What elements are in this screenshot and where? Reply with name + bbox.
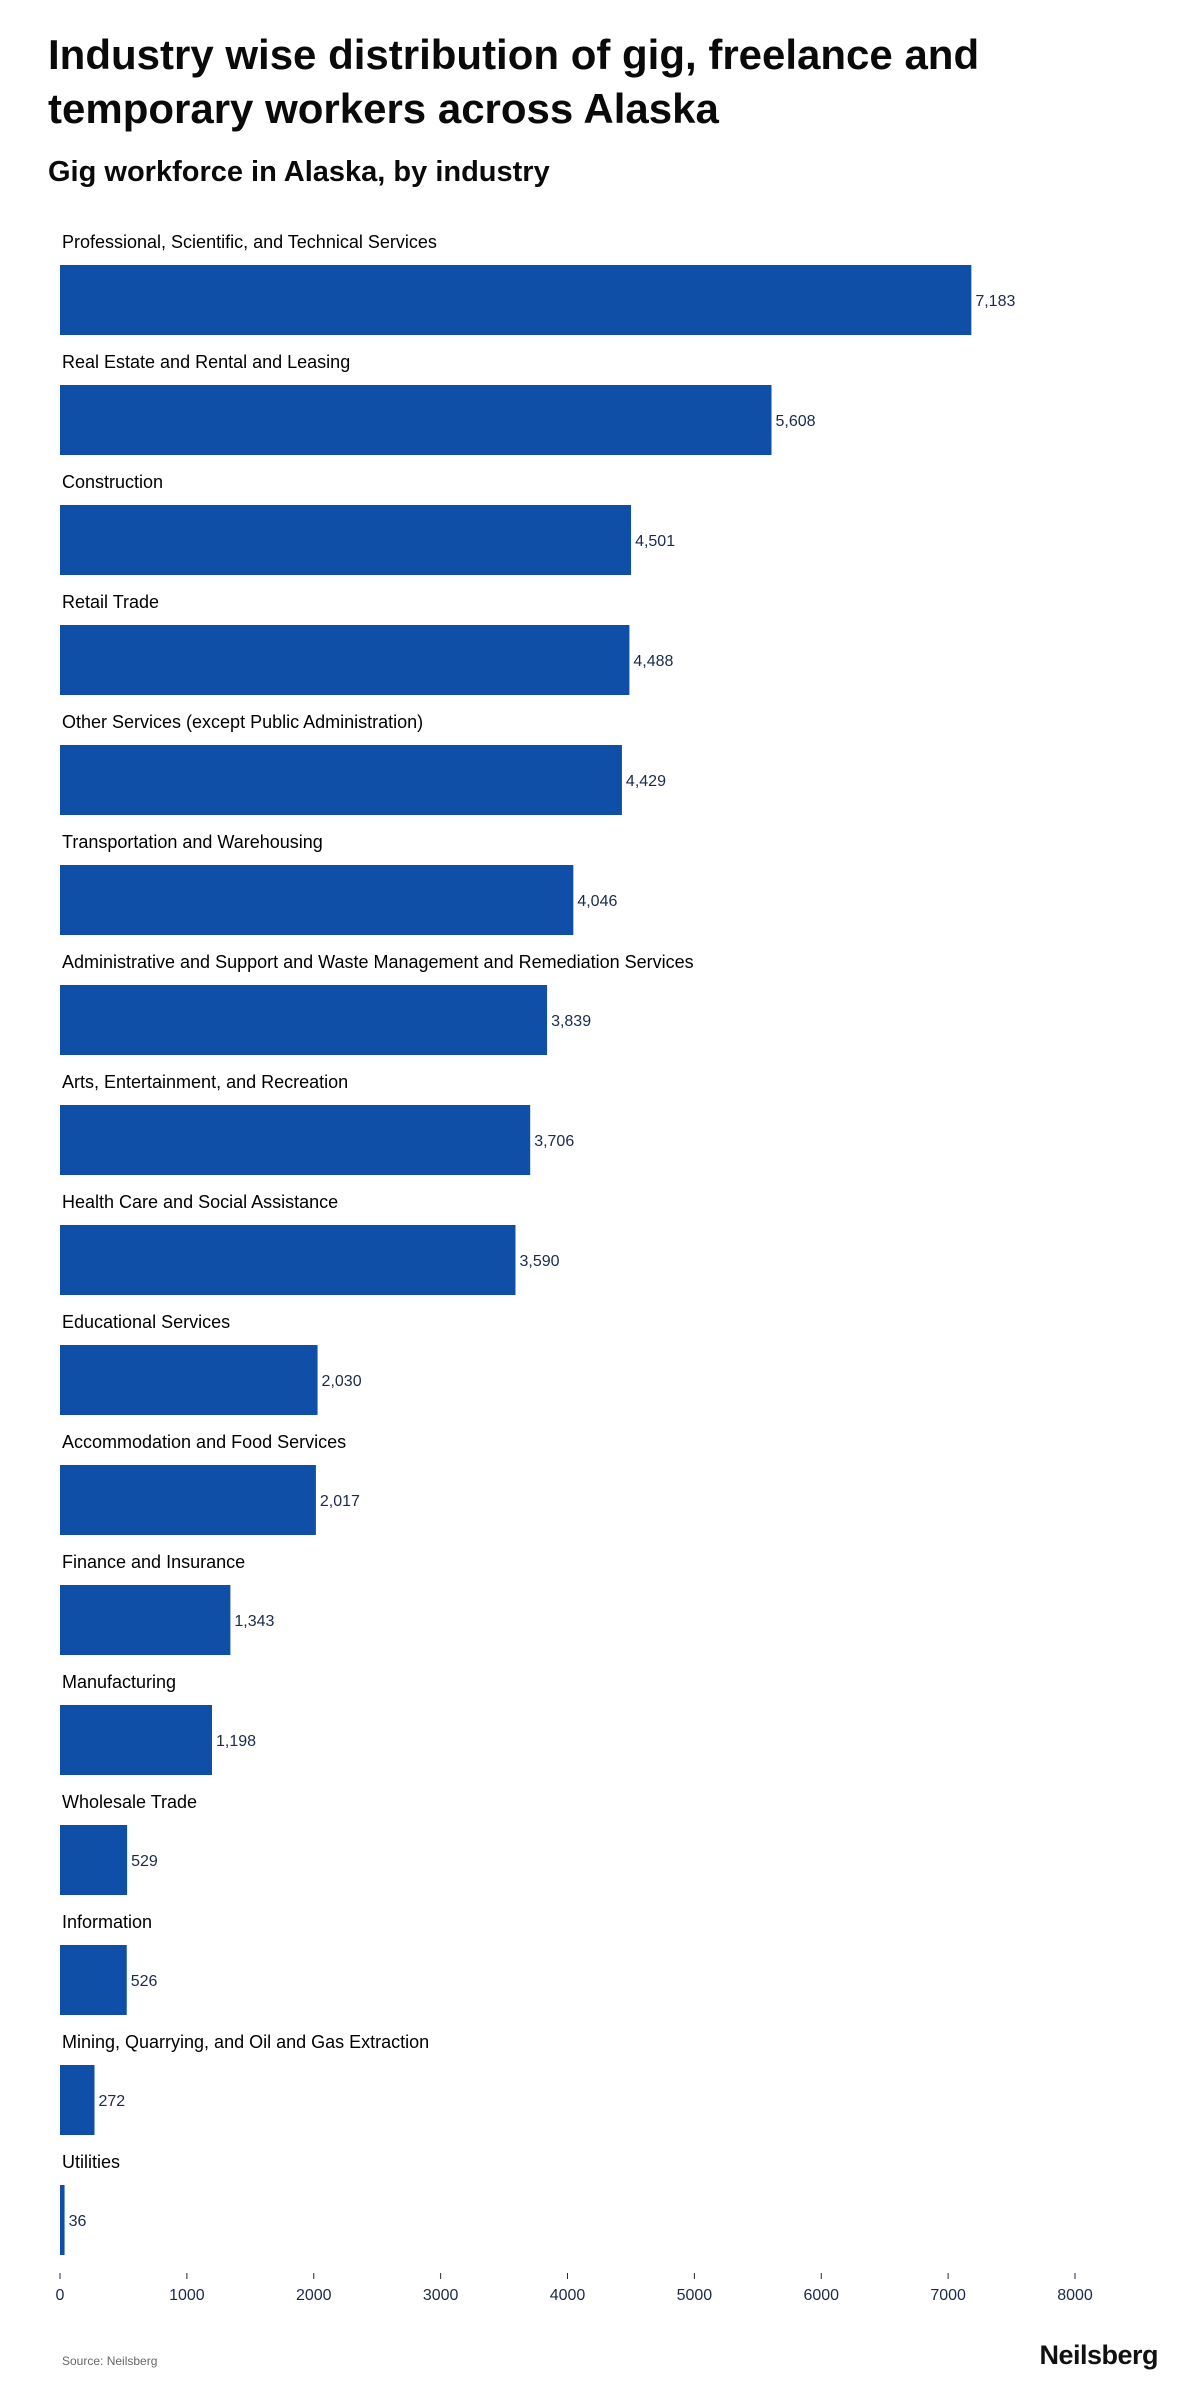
category-label: Manufacturing bbox=[62, 1672, 176, 1692]
value-label: 529 bbox=[131, 1853, 158, 1870]
category-label: Health Care and Social Assistance bbox=[62, 1192, 338, 1212]
value-label: 1,343 bbox=[234, 1613, 274, 1630]
bar bbox=[60, 1225, 516, 1295]
bar bbox=[60, 865, 574, 935]
x-tick-label: 6000 bbox=[803, 2287, 839, 2304]
bar bbox=[60, 1945, 127, 2015]
x-tick-label: 3000 bbox=[423, 2287, 459, 2304]
bar bbox=[60, 1105, 531, 1175]
category-label: Administrative and Support and Waste Man… bbox=[62, 952, 694, 972]
x-tick-label: 0 bbox=[56, 2287, 65, 2304]
bar bbox=[60, 1825, 128, 1895]
bar bbox=[60, 2185, 65, 2255]
x-tick-label: 5000 bbox=[677, 2287, 713, 2304]
value-label: 272 bbox=[99, 2093, 126, 2110]
category-label: Wholesale Trade bbox=[62, 1792, 197, 1812]
x-tick-label: 8000 bbox=[1057, 2287, 1093, 2304]
value-label: 1,198 bbox=[216, 1733, 256, 1750]
x-tick-label: 7000 bbox=[930, 2287, 966, 2304]
category-label: Construction bbox=[62, 472, 163, 492]
value-label: 3,839 bbox=[551, 1013, 591, 1030]
value-label: 5,608 bbox=[776, 413, 816, 430]
category-label: Information bbox=[62, 1912, 152, 1932]
value-label: 3,706 bbox=[534, 1133, 574, 1150]
category-label: Educational Services bbox=[62, 1312, 230, 1332]
bar-chart: Professional, Scientific, and Technical … bbox=[56, 232, 1093, 2304]
category-label: Accommodation and Food Services bbox=[62, 1432, 346, 1452]
source-note: Source: Neilsberg bbox=[62, 2354, 158, 2368]
bar bbox=[60, 1345, 318, 1415]
category-label: Retail Trade bbox=[62, 592, 159, 612]
brand-logo: Neilsberg bbox=[1039, 2340, 1158, 2370]
value-label: 4,046 bbox=[577, 893, 617, 910]
category-label: Mining, Quarrying, and Oil and Gas Extra… bbox=[62, 2032, 429, 2052]
category-label: Utilities bbox=[62, 2152, 120, 2172]
category-label: Real Estate and Rental and Leasing bbox=[62, 352, 350, 372]
category-label: Transportation and Warehousing bbox=[62, 832, 323, 852]
chart-title: Industry wise distribution of gig, freel… bbox=[48, 31, 980, 132]
value-label: 3,590 bbox=[519, 1253, 559, 1270]
value-label: 4,488 bbox=[633, 653, 673, 670]
chart-subtitle: Gig workforce in Alaska, by industry bbox=[48, 156, 550, 188]
value-label: 7,183 bbox=[975, 293, 1015, 310]
bar bbox=[60, 2065, 95, 2135]
value-label: 2,017 bbox=[320, 1493, 360, 1510]
value-label: 4,501 bbox=[635, 533, 675, 550]
bar bbox=[60, 1465, 316, 1535]
category-label: Other Services (except Public Administra… bbox=[62, 712, 423, 732]
category-label: Professional, Scientific, and Technical … bbox=[62, 232, 437, 252]
category-label: Arts, Entertainment, and Recreation bbox=[62, 1072, 348, 1092]
bar bbox=[60, 1705, 212, 1775]
bar bbox=[60, 745, 622, 815]
x-tick-label: 2000 bbox=[296, 2287, 332, 2304]
bar bbox=[60, 385, 772, 455]
value-label: 2,030 bbox=[322, 1373, 362, 1390]
value-label: 4,429 bbox=[626, 773, 666, 790]
value-label: 526 bbox=[131, 1973, 158, 1990]
x-tick-label: 4000 bbox=[550, 2287, 586, 2304]
category-label: Finance and Insurance bbox=[62, 1552, 245, 1572]
x-tick-label: 1000 bbox=[169, 2287, 205, 2304]
value-label: 36 bbox=[69, 2213, 87, 2230]
bar bbox=[60, 1585, 231, 1655]
bar bbox=[60, 625, 630, 695]
bar bbox=[60, 505, 632, 575]
bar bbox=[60, 985, 548, 1055]
bar bbox=[60, 265, 972, 335]
